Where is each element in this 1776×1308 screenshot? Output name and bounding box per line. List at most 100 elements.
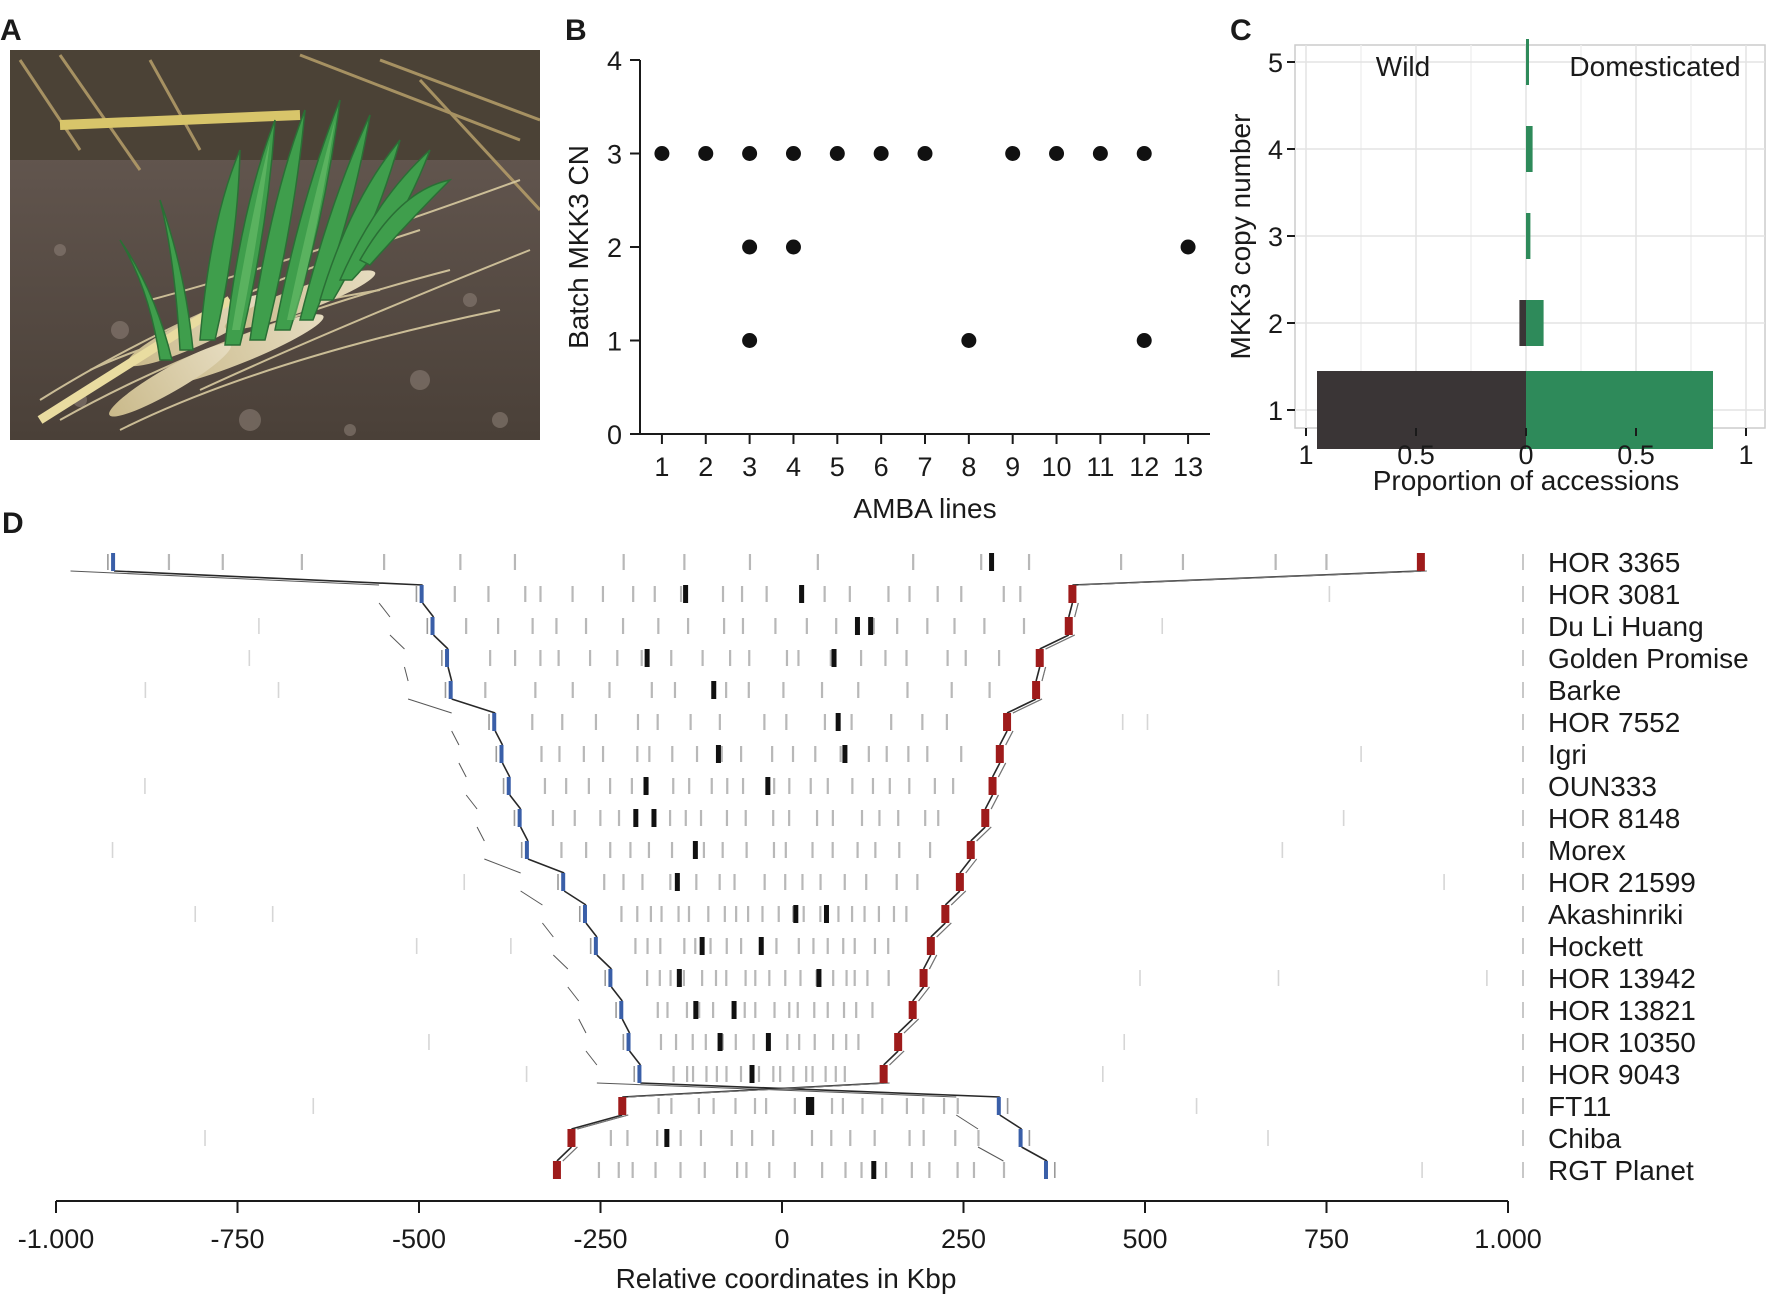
panel-d-flank-tick xyxy=(1123,1034,1126,1050)
panel-d-flank-tick xyxy=(896,618,899,634)
panel-d-flank-tick xyxy=(707,906,710,922)
panel-d-flank-tick xyxy=(843,1066,846,1082)
panel-d-gene-copy xyxy=(715,745,721,763)
panel-d-gene-copy xyxy=(699,937,705,955)
panel-d-flank-tick xyxy=(953,618,956,634)
panel-d-flank-tick xyxy=(830,1098,834,1114)
panel-d-flank-tick xyxy=(757,1066,761,1082)
panel-d-flank-tick xyxy=(539,650,542,666)
panel-d-flank-tick xyxy=(888,778,891,794)
panel-d-flank-tick xyxy=(861,1098,864,1114)
panel-c-y-tick-label: 1 xyxy=(1268,396,1283,426)
panel-d-gene-copy xyxy=(731,1001,737,1019)
panel-b-point xyxy=(698,146,714,161)
panel-d-flank-tick xyxy=(659,1034,663,1050)
panel-d-flank-tick xyxy=(866,970,869,986)
panel-d-flank-tick xyxy=(669,874,672,890)
panel-d-flank-tick xyxy=(793,1162,796,1178)
panel-d-flank-tick xyxy=(820,682,824,698)
panel-d-flank-tick xyxy=(956,1162,959,1178)
panel-d-link-line xyxy=(1041,666,1047,682)
panel-d-flank-tick xyxy=(204,1130,206,1146)
panel-d-left-boundary xyxy=(448,681,453,699)
panel-d-link-line xyxy=(1045,634,1075,650)
panel-d-right-boundary xyxy=(618,1097,627,1115)
panel-d-flank-tick xyxy=(772,1130,775,1146)
panel-d-flank-tick xyxy=(695,746,699,762)
panel-d-flank-tick xyxy=(741,618,745,634)
panel-b-x-label: AMBA lines xyxy=(853,493,996,524)
panel-d-flank-tick xyxy=(617,1162,620,1178)
panel-d-left-boundary xyxy=(996,1097,1001,1115)
panel-d-flank-tick xyxy=(823,714,827,730)
panel-d-gene-copy xyxy=(835,713,841,731)
panel-d-flank-tick xyxy=(658,970,661,986)
panel-d-left-boundary xyxy=(499,745,504,763)
panel-d-flank-tick xyxy=(830,1130,833,1146)
panel-b-point xyxy=(742,146,758,161)
panel-d-flank-tick xyxy=(656,1130,659,1146)
panel-d-gene-copy xyxy=(693,1001,699,1019)
panel-d-flank-tick xyxy=(831,842,834,858)
panel-d-flank-tick xyxy=(988,682,991,698)
panel-d-flank-tick xyxy=(520,842,523,858)
panel-d-flank-tick xyxy=(648,746,651,762)
panel-d-flank-tick xyxy=(772,810,775,826)
panel-d-flank-tick xyxy=(964,650,967,666)
panel-d-flank-tick xyxy=(853,970,856,986)
panel-d-flank-tick xyxy=(829,650,832,666)
panel-d-flank-tick xyxy=(1522,1002,1524,1018)
panel-d-flank-tick xyxy=(842,1002,846,1018)
panel-d-flank-tick xyxy=(926,618,929,634)
panel-d-flank-tick xyxy=(956,1098,959,1114)
panel-d-flank-tick xyxy=(620,906,623,922)
panel-d-flank-tick xyxy=(622,1034,625,1050)
panel-d-flank-tick xyxy=(805,1066,808,1082)
panel-d-flank-tick xyxy=(685,1002,689,1018)
panel-b-point xyxy=(1180,239,1196,255)
panel-b-x-tick-label: 7 xyxy=(917,452,932,482)
panel-b-x-tick-label: 1 xyxy=(654,452,669,482)
panel-d-flank-tick xyxy=(453,586,456,602)
panel-d-flank-tick xyxy=(691,1066,695,1082)
panel-d-gene-copy xyxy=(676,969,682,987)
panel-d-flank-tick xyxy=(633,1066,636,1082)
panel-d-flank-tick xyxy=(144,682,147,698)
panel-d-link-line xyxy=(501,762,511,778)
panel-d-flank-tick xyxy=(744,810,747,826)
panel-d-flank-tick xyxy=(834,1066,837,1082)
panel-d-right-boundary xyxy=(1068,585,1077,603)
panel-d-link-line xyxy=(577,1114,629,1130)
panel-d-flank-tick xyxy=(733,874,736,890)
panel-d-flank-tick xyxy=(686,618,690,634)
panel-d-flank-tick xyxy=(942,1098,946,1114)
panel-d-flank-tick xyxy=(735,906,738,922)
panel-d-left-boundary xyxy=(524,841,529,859)
panel-d-right-boundary xyxy=(1003,713,1012,731)
panel-d-flank-tick xyxy=(524,586,527,602)
panel-d-flank-tick xyxy=(703,1162,706,1178)
panel-d-flank-tick xyxy=(571,682,574,698)
panel-d-left-boundary xyxy=(626,1033,631,1051)
panel-d-flank-tick xyxy=(599,810,602,826)
panel-d-link-line xyxy=(484,858,521,874)
panel-d-flank-tick xyxy=(640,650,643,666)
panel-d-flank-tick xyxy=(857,1034,860,1050)
panel-d-flank-tick xyxy=(714,970,718,986)
panel-d-left-boundary xyxy=(419,585,424,603)
panel-d-accession-label: Morex xyxy=(1548,835,1626,866)
panel-c-group-label-wild: Wild xyxy=(1376,51,1430,82)
panel-d-flank-tick xyxy=(796,1002,799,1018)
panel-d-flank-tick xyxy=(747,906,750,922)
panel-d-flank-tick xyxy=(844,1162,847,1178)
panel-d-flank-tick xyxy=(687,906,691,922)
panel-c-bar-domesticated xyxy=(1526,39,1529,85)
panel-d-flank-tick xyxy=(671,746,674,762)
panel-d-flank-tick xyxy=(669,970,672,986)
panel-d-link-line xyxy=(447,666,453,682)
panel-d-flank-tick xyxy=(873,938,877,954)
panel-d-flank-tick xyxy=(1522,810,1524,826)
panel-d-flank-tick xyxy=(679,586,683,602)
panel-d-right-boundary xyxy=(1035,649,1044,667)
panel-d-link-line xyxy=(930,922,946,938)
